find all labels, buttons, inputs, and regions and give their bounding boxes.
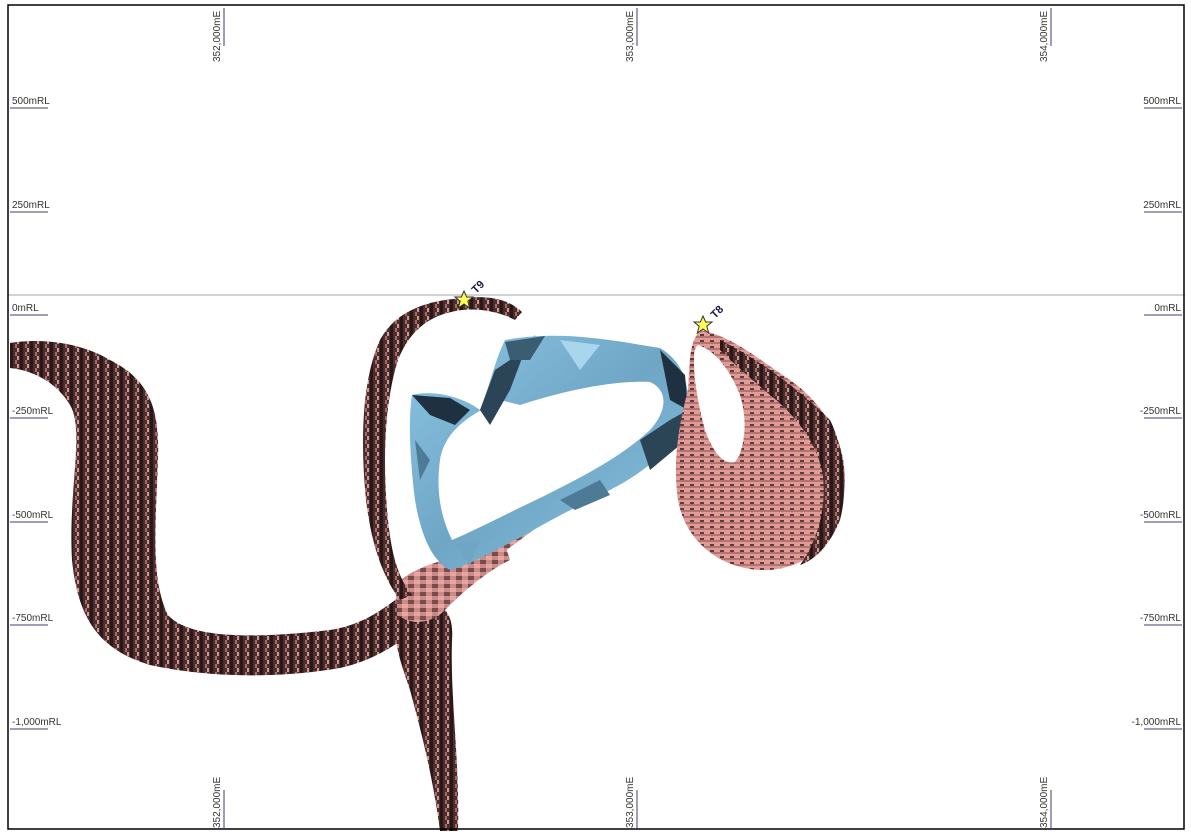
rl-label: 250mRL [1143,200,1181,211]
easting-label: 353,000mE [625,777,636,828]
easting-axis-bottom: 352,000mE 353,000mE 354,000mE [212,777,1052,828]
well-label-t8: T8 [709,304,727,322]
rl-label: -750mRL [12,613,54,624]
easting-label: 353,000mE [625,11,636,62]
rl-label: -250mRL [12,406,54,417]
easting-label: 352,000mE [212,777,223,828]
easting-axis-top: 352,000mE 353,000mE 354,000mE [212,8,1052,62]
blue-facet [560,480,610,510]
rl-label: -250mRL [1140,406,1182,417]
blue-facet [640,410,688,470]
star-icon [453,289,475,310]
blue-facet [660,350,688,410]
rl-label: 0mRL [1154,303,1181,314]
blue-shell-inner [438,381,664,540]
blue-facet [455,540,480,565]
section-frame [7,4,1185,830]
rl-axis-left: 500mRL 250mRL 0mRL -250mRL -500mRL -750mRL -1,… [10,96,62,730]
rl-label: 250mRL [12,200,50,211]
rl-label: -1,000mRL [1132,717,1182,728]
rl-label: -1,000mRL [12,717,62,728]
blue-facet [412,395,470,425]
rl-label: -500mRL [12,510,54,521]
blue-facet [480,350,525,425]
orebody-t8-dark-band [720,340,845,565]
easting-label: 354,000mE [1039,11,1050,62]
rl-label: 0mRL [12,303,39,314]
star-icon [692,314,714,335]
orebody-t8-hollow [694,345,745,463]
rl-label: -500mRL [1140,510,1182,521]
rl-label: 500mRL [12,96,50,107]
easting-label: 354,000mE [1039,777,1050,828]
well-t8: T8 [692,304,727,335]
blue-facet [505,336,545,360]
blue-facet [560,340,600,370]
rl-axis-right: 500mRL 250mRL 0mRL -250mRL -500mRL -750mRL -1,… [1132,96,1182,730]
rl-label: 500mRL [1143,96,1181,107]
orebody-left-arm [10,341,445,676]
blue-facet [415,440,430,480]
rl-label: -750mRL [1140,613,1182,624]
easting-label: 352,000mE [212,11,223,62]
orebody-lower-stem [395,604,459,831]
well-label-t9: T9 [470,279,488,297]
